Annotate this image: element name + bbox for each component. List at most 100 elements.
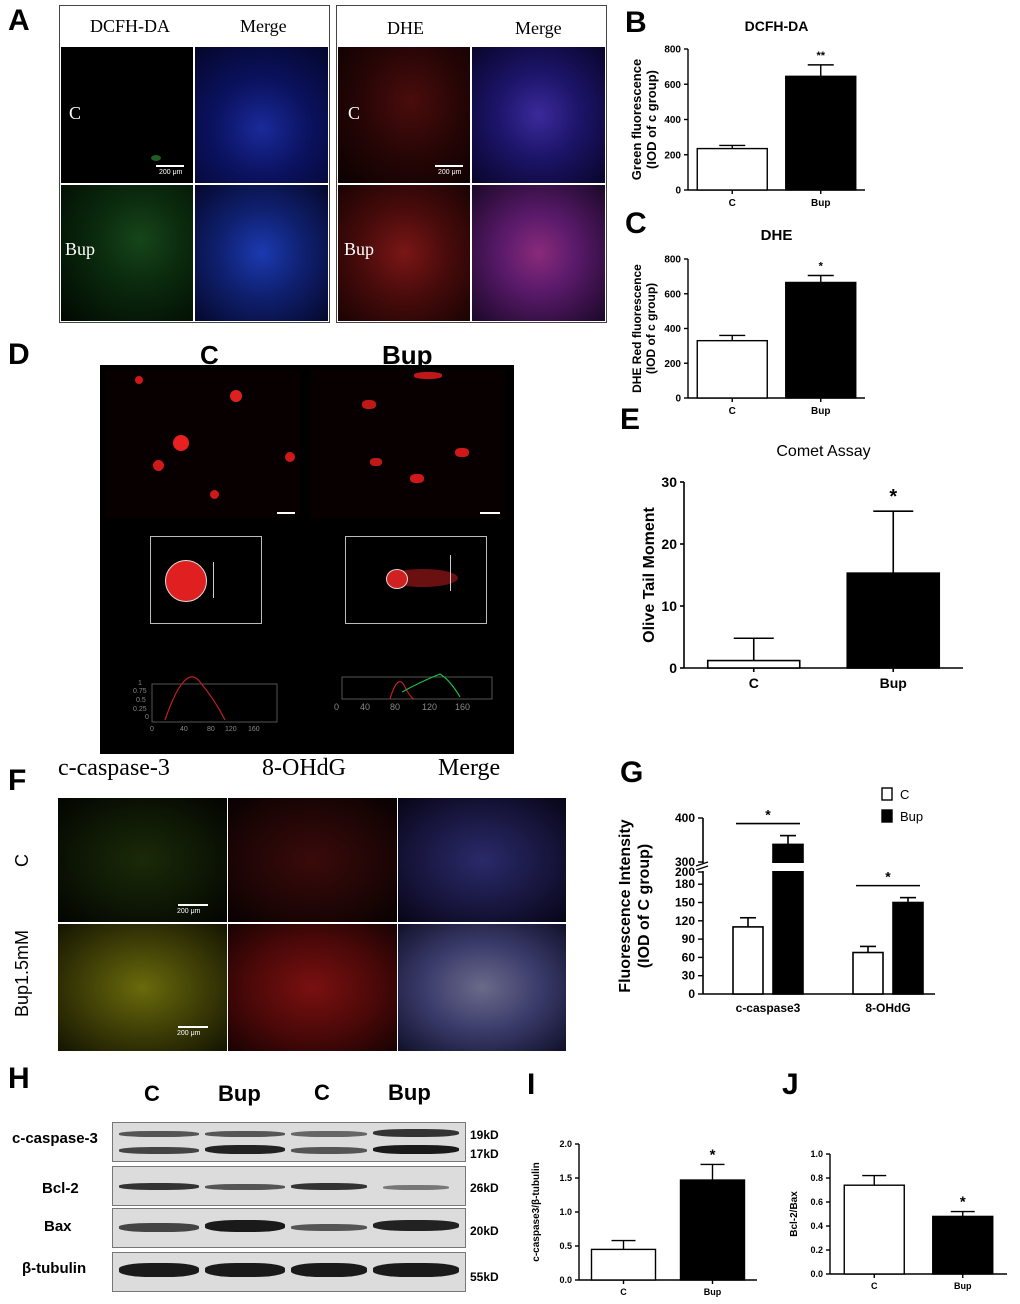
panel-label-b: B [625,6,647,39]
wb-label-tubulin: β-tubulin [22,1260,87,1277]
chart-j-bcl2-bax: 0.0 0.2 0.4 0.6 0.8 1.0 C Bup * Bcl-2/Bax [789,1149,1007,1291]
panel-label-i: I [527,1068,536,1101]
comet-bup-profile: 0 40 80 120 160 [310,642,505,742]
wb-blot-tubulin [112,1252,466,1292]
y-tick-label: 1.0 [559,1207,572,1217]
significance-marker: * [960,1194,966,1211]
wb-blot-caspase [112,1122,466,1162]
scale-bar-dhe [435,165,463,167]
x-tick-label: c-caspase3 [736,1001,801,1015]
kd-label-20: 20kD [470,1224,499,1238]
y-tick-label: 0 [669,660,677,676]
y-axis-label-group: c-caspase3/β-tubulin [531,1162,542,1261]
panel-label-d: D [8,338,30,371]
wb-label-caspase: c-caspase-3 [12,1130,98,1147]
y-axis-label: Green fluorescence [629,59,644,180]
y-tick-label: 0 [675,394,681,405]
col-label-8ohdg: 8-OHdG [262,755,346,781]
y-axis-label: DHE Red fluorescence [630,264,644,393]
bar-c [706,659,801,669]
comet-control-zoom [105,520,300,640]
significance-marker: * [710,1146,716,1163]
lane-label-3: C [314,1080,330,1105]
kd-label-19: 19kD [470,1128,499,1142]
dcfh-bup-merge-image [195,185,328,321]
col-label-merge: Merge [240,16,287,36]
significance-marker: * [819,261,824,273]
bar-c [590,1248,657,1281]
y-tick-label: 0.0 [559,1275,572,1285]
panel-label-j: J [782,1068,799,1101]
y-tick-label: 0.0 [810,1269,823,1279]
bar-c-1 [852,951,884,995]
dcfh-control-merge-image [195,47,328,183]
bar-bup [846,572,941,669]
y-tick-label: 10 [661,598,677,614]
dhe-bup-image: Bup [338,185,470,321]
bar-bup [785,281,857,399]
axis-break-mark [695,865,709,871]
y-tick-label: 0.5 [559,1241,572,1251]
col-label-caspase: c-caspase-3 [58,755,170,781]
y-axis-label-group: Fluorescence Intensity (IOD of C group) [617,819,653,992]
lane-label-1: C [144,1081,160,1106]
col-label-dhe: DHE [387,18,424,38]
y-tick-label: 30 [661,474,677,490]
y-tick-label: 20 [661,536,677,552]
y-axis-label-group: Green fluorescence (IOD of c group) [629,59,659,180]
y-axis-label-group: Olive Tail Moment [641,506,658,642]
y-tick-label: 200 [664,150,681,161]
y-axis-label: Olive Tail Moment [641,506,658,642]
chart-i-caspase-ratio: 0.0 0.5 1.0 1.5 2.0 C Bup * c-caspase3/β-tubulin [531,1139,757,1297]
bar-bup [932,1215,994,1275]
legend-swatch-c [881,787,893,801]
merge-control-image [398,798,566,922]
y-tick-label: 200 [675,865,695,879]
kd-label-17: 17kD [470,1147,499,1161]
x-tick-label: Bup [811,198,830,209]
y-tick-label: 90 [682,932,696,946]
y-tick-label: 180 [675,877,695,891]
y-tick-label: 400 [675,811,695,825]
dcfh-control-image: C 200 μm [61,47,193,183]
scale-label-dhe: 200 μm [438,169,462,176]
y-axis-label-line2: (IOD of c group) [644,70,659,169]
y-tick-label: 1.0 [810,1149,823,1159]
bar-break [772,863,804,871]
dcfh-bup-image: Bup [61,185,193,321]
axis-break-mark [695,861,709,867]
significance-marker: * [885,869,891,885]
bar-c [696,147,768,191]
row-label-bup-f: Bup1.5mM [12,929,32,1017]
x-tick-label: Bup [704,1287,722,1297]
row-label-bup: Bup [65,239,96,259]
wb-label-bax: Bax [44,1218,72,1235]
wb-blot-bcl2 [112,1166,466,1206]
row-label-c-dhe: C [348,103,361,123]
comet-control-field [105,370,300,518]
dhe-bup-merge-image [472,185,605,321]
kd-label-55: 55kD [470,1270,499,1284]
comet-control-profile: 1 0.75 0.5 0.25 0 0 40 80 120 160 [105,642,300,742]
row-label-bup-dhe: Bup [344,239,375,259]
y-axis-label: Bcl-2/Bax [789,1191,800,1237]
x-tick-label: C [620,1287,627,1297]
y-tick-label: 200 [664,359,681,370]
y-tick-label: 30 [682,969,696,983]
y-tick-label: 800 [664,255,681,266]
x-tick-label: C [729,406,736,417]
x-tick-label: 8-OHdG [865,1001,910,1015]
row-label-c: C [69,103,82,123]
y-tick-label: 600 [664,80,681,91]
y-tick-label: 600 [664,289,681,300]
caspase-bup-image: 200 μm [58,924,227,1051]
y-tick-label: 0.8 [810,1173,823,1183]
chart-title: DCFH-DA [745,18,809,34]
y-axis-label-line2: (IOD of c group) [644,283,658,374]
panel-label-a: A [8,4,30,37]
y-tick-label: 1.5 [559,1173,572,1183]
col-label-c: C [200,340,219,370]
x-tick-label: Bup [954,1281,972,1291]
wb-label-bcl2: Bcl-2 [42,1180,79,1197]
panel-label-f: F [8,764,27,797]
